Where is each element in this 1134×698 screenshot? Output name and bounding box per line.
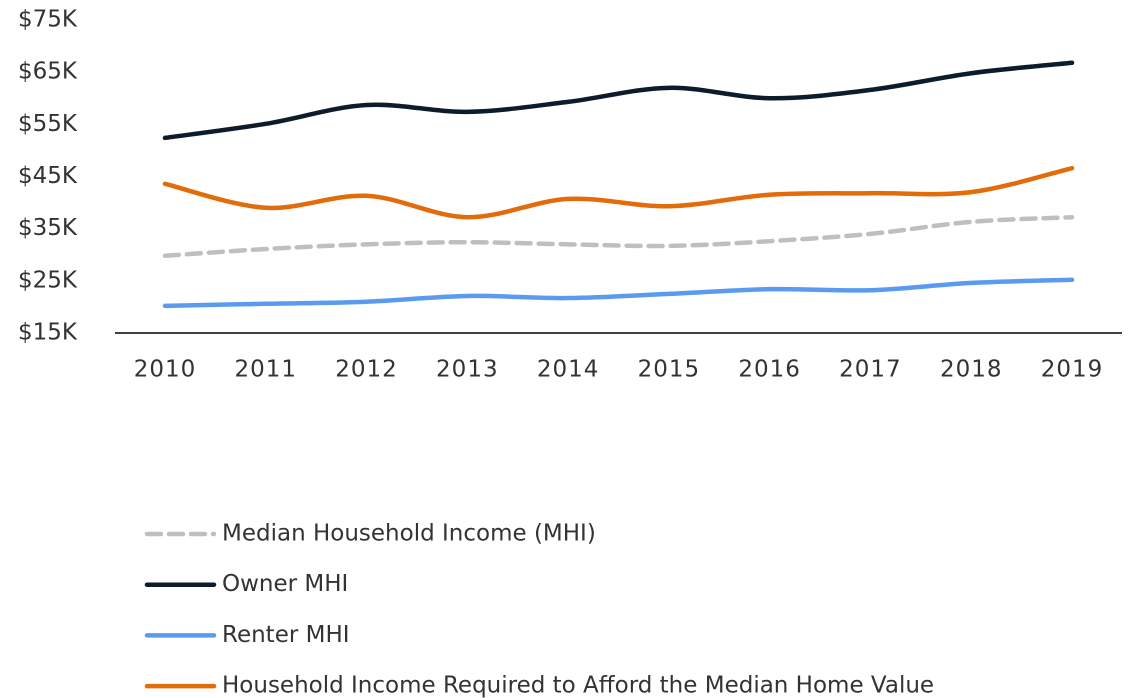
line-series [162, 60, 1075, 141]
y-tick-label: $35K [18, 215, 78, 241]
line-series [162, 165, 1075, 220]
x-tick-label: 2016 [738, 357, 801, 383]
legend-label: Median Household Income (MHI) [222, 521, 596, 547]
y-tick-label: $75K [18, 7, 78, 33]
x-tick-label: 2014 [537, 357, 600, 383]
y-tick-label: $45K [18, 163, 78, 189]
line-series [162, 214, 1075, 259]
x-tick-label: 2015 [638, 357, 701, 383]
x-tick-label: 2010 [134, 357, 197, 383]
y-tick-label: $25K [18, 267, 78, 293]
x-tick-label: 2018 [940, 357, 1003, 383]
x-tick-label: 2013 [436, 357, 499, 383]
legend-label: Renter MHI [222, 622, 350, 648]
y-tick-label: $65K [18, 59, 78, 85]
y-tick-label: $55K [18, 111, 78, 137]
x-tick-label: 2017 [839, 357, 902, 383]
legend-label: Household Income Required to Afford the … [222, 673, 934, 698]
legend-label: Owner MHI [222, 571, 348, 597]
x-tick-label: 2011 [235, 357, 298, 383]
y-tick-label: $15K [18, 320, 78, 346]
line-series [162, 277, 1075, 309]
x-tick-label: 2019 [1041, 357, 1104, 383]
x-tick-label: 2012 [335, 357, 398, 383]
